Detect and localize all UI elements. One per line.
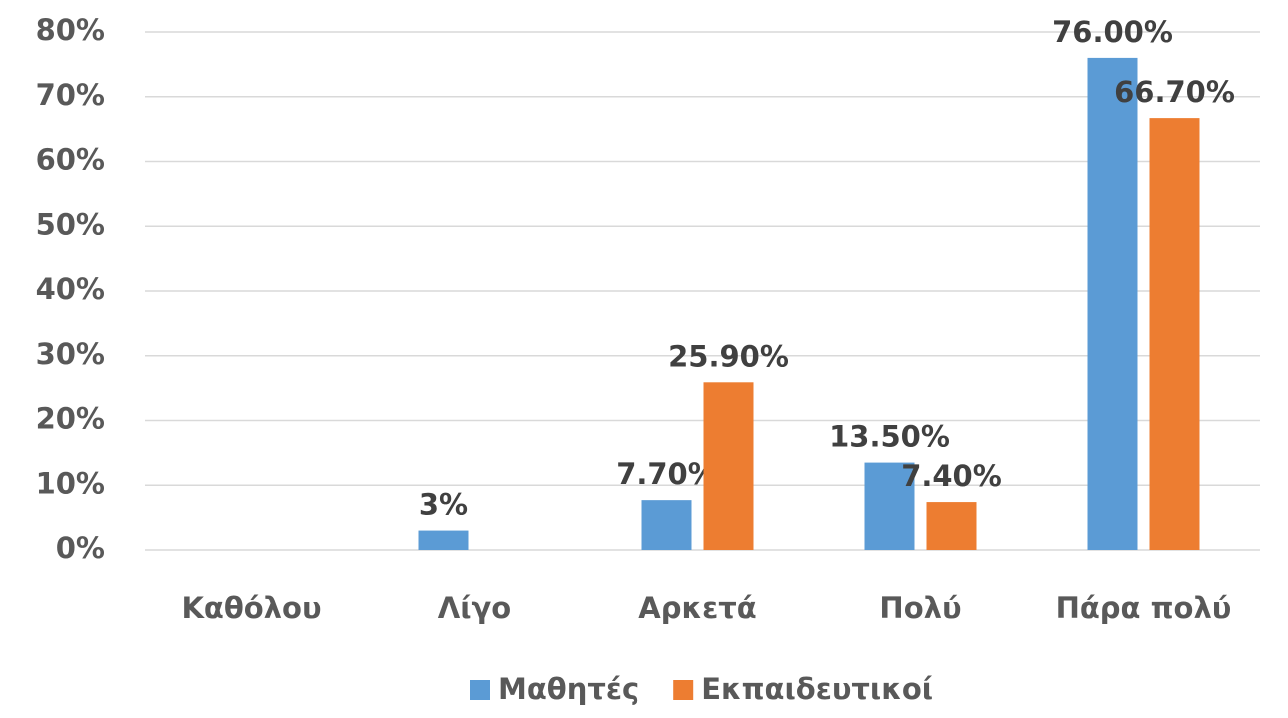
y-tick-label: 50% (36, 207, 105, 241)
y-tick-label: 0% (56, 531, 105, 565)
y-tick-label: 30% (36, 337, 105, 371)
data-label: 66.70% (1114, 75, 1235, 109)
y-tick-label: 20% (36, 402, 105, 436)
x-tick-label: Πάρα πολύ (1056, 591, 1232, 625)
legend-swatch (673, 680, 694, 700)
data-label: 76.00% (1052, 15, 1173, 49)
bar (1087, 57, 1138, 551)
bar (641, 500, 692, 550)
bar (926, 502, 977, 550)
bar (1149, 118, 1200, 551)
y-tick-label: 40% (36, 272, 105, 306)
data-label: 3% (419, 488, 468, 522)
bar (703, 382, 754, 550)
data-label: 13.50% (829, 420, 950, 454)
legend-swatch (470, 680, 490, 700)
x-tick-label: Πολύ (879, 591, 961, 625)
legend-label: Εκπαιδευτικοί (701, 672, 933, 706)
x-tick-label: Αρκετά (638, 591, 756, 625)
y-tick-label: 80% (36, 13, 105, 47)
legend-label: Μαθητές (498, 672, 639, 706)
x-tick-label: Καθόλου (181, 591, 321, 625)
bar (864, 462, 915, 550)
bar (418, 530, 469, 550)
data-label: 7.70% (616, 457, 717, 491)
y-tick-label: 70% (36, 78, 105, 112)
data-label: 25.90% (668, 339, 789, 373)
data-label: 7.40% (901, 459, 1002, 493)
x-tick-label: Λίγο (438, 591, 511, 625)
y-tick-label: 10% (36, 466, 105, 500)
y-tick-label: 60% (36, 143, 105, 177)
